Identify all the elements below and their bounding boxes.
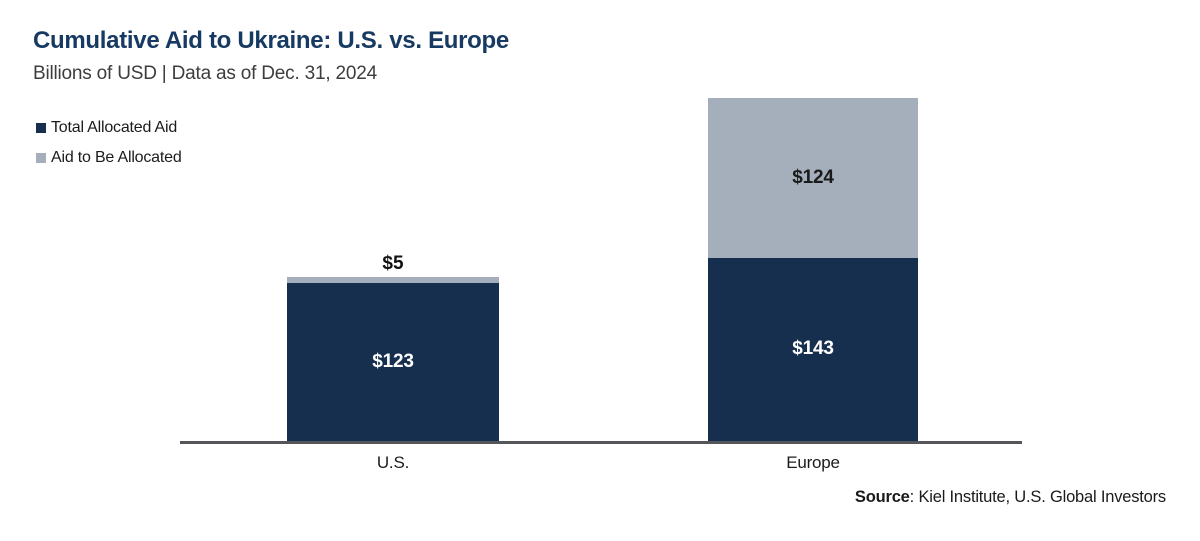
bar-europe-allocated-segment: $143 [708, 257, 918, 441]
bar-us-to-be-allocated-segment [287, 276, 499, 284]
legend-label-aid-to-be-allocated: Aid to Be Allocated [51, 149, 182, 166]
legend-swatch-gray-icon [36, 153, 46, 163]
legend: Total Allocated Aid Aid to Be Allocated [36, 117, 182, 177]
x-axis-label-europe: Europe [786, 453, 840, 472]
bar-europe: $124 $143 [708, 98, 918, 441]
source-text: : Kiel Institute, U.S. Global Investors [909, 488, 1167, 506]
bar-europe-to-be-allocated-value: $124 [792, 166, 834, 188]
legend-item-total-allocated-aid: Total Allocated Aid [36, 117, 182, 139]
bar-us: $5 $123 [287, 254, 499, 441]
legend-item-aid-to-be-allocated: Aid to Be Allocated [36, 147, 182, 169]
bar-europe-allocated-value: $143 [792, 338, 834, 360]
source-note: Source: Kiel Institute, U.S. Global Inve… [855, 488, 1166, 507]
bar-us-allocated-segment: $123 [287, 283, 499, 441]
legend-label-total-allocated-aid: Total Allocated Aid [51, 119, 178, 136]
source-label: Source [854, 488, 910, 506]
x-axis-line [180, 441, 1022, 444]
bar-us-to-be-allocated-value: $5 [382, 252, 404, 274]
chart-title: Cumulative Aid to Ukraine: U.S. vs. Euro… [33, 27, 509, 54]
chart-subtitle: Billions of USD | Data as of Dec. 31, 20… [33, 63, 377, 84]
bar-europe-to-be-allocated-segment: $124 [708, 98, 918, 258]
bar-us-allocated-value: $123 [372, 351, 414, 373]
x-axis-label-us: U.S. [376, 453, 410, 472]
legend-swatch-navy-icon [36, 123, 46, 133]
